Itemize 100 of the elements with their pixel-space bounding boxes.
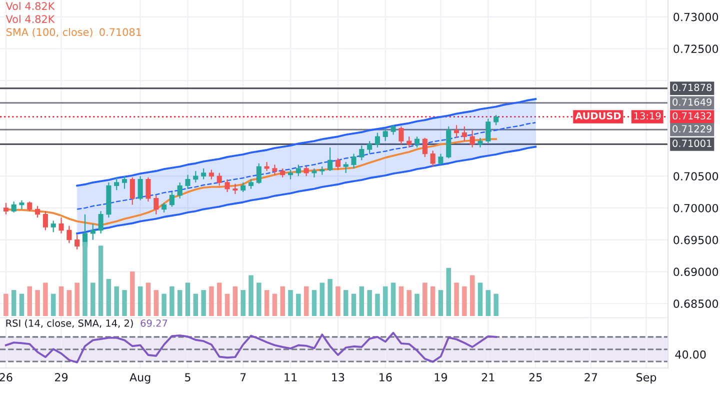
candlestick <box>58 216 64 234</box>
text: 40.00 <box>675 350 706 359</box>
candlestick <box>296 164 301 177</box>
category-label: 25 <box>529 373 542 382</box>
bar <box>320 282 325 316</box>
bar <box>390 282 396 316</box>
bar <box>398 286 404 316</box>
bar <box>58 286 64 316</box>
bar <box>414 294 420 316</box>
candlestick <box>216 172 222 186</box>
chart-title: RSI (14, close, SMA, 14, 2) <box>6 319 133 328</box>
bar <box>256 282 262 316</box>
candlestick <box>478 137 483 148</box>
candlestick <box>264 162 270 172</box>
annotation: Vol 4.82K <box>6 14 55 24</box>
candlestick <box>272 164 278 176</box>
candlestick <box>390 124 396 136</box>
bar <box>343 290 348 316</box>
bar <box>177 290 182 316</box>
candlestick <box>374 132 380 148</box>
candlestick <box>193 170 198 184</box>
candlestick <box>304 166 309 177</box>
y-tick-label: 0.73000 <box>674 12 718 22</box>
bar <box>430 286 436 316</box>
bar <box>462 286 467 316</box>
ref-line-label: 0.71878 <box>672 84 712 92</box>
bar <box>170 286 174 316</box>
candlestick <box>367 140 372 154</box>
bar <box>66 290 72 316</box>
candlestick <box>122 176 128 190</box>
bar <box>312 290 317 316</box>
candlestick <box>406 136 412 148</box>
candlestick <box>138 176 143 201</box>
y-tick-label: 0.68500 <box>674 300 718 308</box>
candlestick <box>74 234 80 250</box>
bar <box>35 290 40 316</box>
category-label: 11 <box>284 373 297 382</box>
candlestick <box>224 178 230 193</box>
candlestick <box>486 118 491 144</box>
bar <box>272 294 278 316</box>
bar <box>162 294 166 316</box>
candlestick <box>494 114 499 126</box>
candlestick <box>422 137 428 158</box>
candlestick <box>130 176 135 206</box>
bar <box>98 246 104 316</box>
bar <box>114 286 119 316</box>
category-label: 27 <box>584 373 598 382</box>
candlestick <box>232 183 238 195</box>
annotation: AUDUSD <box>575 112 621 120</box>
bar <box>328 278 332 316</box>
candlestick <box>462 126 467 142</box>
bar <box>264 290 270 316</box>
bar <box>296 294 301 316</box>
candlestick <box>343 162 348 174</box>
candlestick <box>430 150 436 168</box>
bar <box>154 290 158 316</box>
candlestick <box>169 191 174 208</box>
candlestick <box>3 202 8 215</box>
candlestick <box>256 162 262 184</box>
candlestick <box>240 182 246 193</box>
candlestick <box>335 158 340 170</box>
candlestick <box>90 223 96 240</box>
bar <box>4 294 8 316</box>
bar <box>288 290 293 316</box>
bar <box>240 290 246 316</box>
candlestick <box>351 153 356 170</box>
bar <box>74 282 80 316</box>
candlestick <box>201 168 206 180</box>
bar <box>224 294 230 316</box>
bar <box>478 282 483 316</box>
bar <box>486 290 491 316</box>
text: 69.27 <box>140 319 168 327</box>
ref-line-label: 0.71649 <box>672 98 712 106</box>
candlestick <box>414 136 420 148</box>
ref-line-label: 0.71229 <box>672 125 712 132</box>
line-series <box>76 98 537 187</box>
bar <box>43 282 48 316</box>
candlestick <box>185 174 190 190</box>
candlestick <box>98 210 104 234</box>
annotation: 0.71081 <box>100 28 141 36</box>
bar <box>232 286 238 316</box>
bar <box>122 290 127 316</box>
bar <box>11 290 16 316</box>
bar <box>106 278 112 316</box>
candlestick <box>288 169 294 180</box>
category-label: Sep <box>636 373 656 384</box>
bar <box>422 282 428 316</box>
bar <box>470 275 475 316</box>
candlestick <box>154 194 159 215</box>
annotation: 13:19 <box>634 112 661 120</box>
bar <box>146 282 151 316</box>
bar <box>359 286 364 316</box>
category-label: 21 <box>482 373 494 382</box>
bar <box>217 282 222 316</box>
bar <box>383 286 388 316</box>
bar <box>351 294 356 316</box>
candlestick <box>35 206 40 218</box>
bar <box>375 294 380 316</box>
candlestick <box>328 146 333 172</box>
bar <box>336 286 340 316</box>
